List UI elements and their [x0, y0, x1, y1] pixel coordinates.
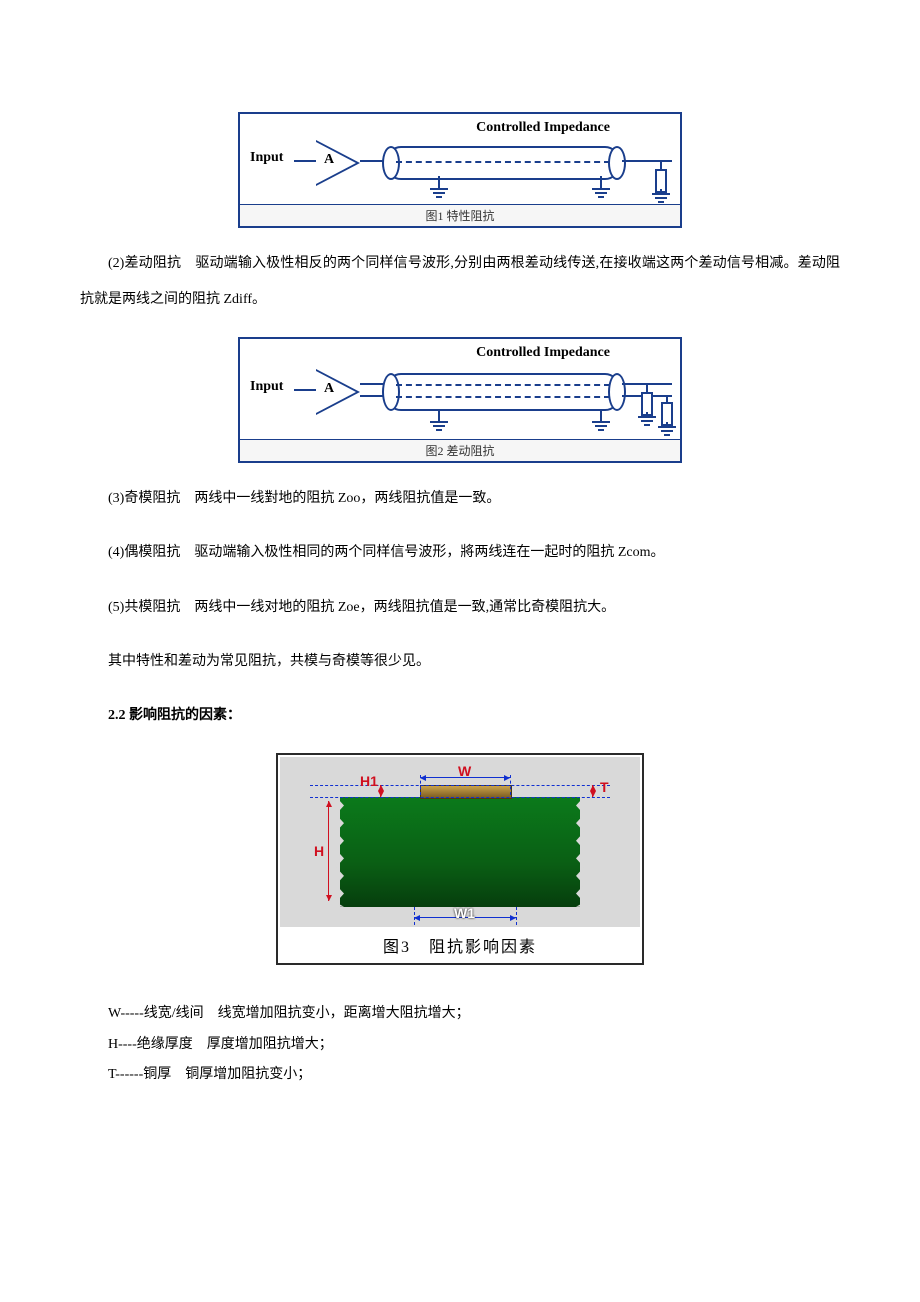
transmission-line-icon — [386, 373, 620, 411]
transmission-line-icon — [608, 373, 626, 411]
section-2-2-heading: 2.2 影响阻抗的因素： — [80, 698, 840, 734]
legend-t: T------铜厚 铜厚增加阻抗变小； — [80, 1060, 840, 1091]
wire-icon — [660, 161, 662, 169]
figure-2-frame: Controlled Impedance Input A — [238, 337, 682, 463]
figure-1-frame: Controlled Impedance Input A — [238, 112, 682, 228]
figure-1-title: Controlled Impedance — [476, 120, 610, 136]
amplifier-icon — [316, 371, 356, 413]
spacer — [80, 977, 840, 999]
figure-2: Controlled Impedance Input A — [80, 337, 840, 463]
transmission-line-icon — [396, 161, 610, 163]
figure-2-title: Controlled Impedance — [476, 345, 610, 361]
dimension-arrow-icon — [328, 801, 329, 901]
document-page: Controlled Impedance Input A — [0, 0, 920, 1302]
figure-1-amp-label: A — [324, 152, 334, 168]
figure-1: Controlled Impedance Input A — [80, 112, 840, 228]
wire-icon — [294, 160, 316, 162]
figure-3-frame: W H1 T H W1 图3 阻抗影响因素 — [276, 753, 644, 965]
dim-label-h: H — [314, 843, 324, 859]
dimension-line-icon — [510, 775, 511, 795]
paragraph-4: (4)偶模阻抗 驱动端输入极性相同的两个同样信号波形，將两线连在一起时的阻抗 Z… — [80, 535, 840, 571]
transmission-line-icon — [386, 146, 620, 180]
transmission-line-icon — [396, 396, 610, 398]
transmission-line-icon — [608, 146, 626, 180]
figure-3-caption: 图3 阻抗影响因素 — [278, 929, 642, 963]
wire-icon — [622, 160, 672, 162]
dim-label-h1: H1 — [360, 773, 378, 789]
amplifier-icon — [316, 142, 356, 184]
paragraph-5: (5)共模阻抗 两线中一线对地的阻抗 Zoe，两线阻抗值是一致,通常比奇模阻抗大… — [80, 590, 840, 626]
paragraph-2: (2)差动阻抗 驱动端输入极性相反的两个同样信号波形,分别由两根差动线传送,在接… — [80, 246, 840, 319]
figure-1-input-label: Input — [250, 150, 283, 166]
legend-h: H----绝缘厚度 厚度增加阻抗增大； — [80, 1030, 840, 1061]
wire-icon — [646, 384, 648, 392]
transmission-line-icon — [382, 146, 400, 180]
paragraph-3: (3)奇模阻抗 两线中一线對地的阻抗 Zoo，两线阻抗值是一致。 — [80, 481, 840, 517]
dim-label-w1: W1 — [454, 905, 475, 921]
dimension-line-icon — [310, 797, 610, 798]
transmission-line-icon — [396, 384, 610, 386]
figure-3-canvas: W H1 T H W1 — [280, 757, 640, 927]
figure-2-input-label: Input — [250, 379, 283, 395]
dim-label-t: T — [600, 779, 609, 795]
figure-3: W H1 T H W1 图3 阻抗影响因素 — [80, 753, 840, 965]
figure-2-caption: 图2 差动阻抗 — [240, 439, 680, 461]
dimension-line-icon — [310, 785, 610, 786]
dim-label-w: W — [458, 763, 471, 779]
dimension-arrow-icon — [592, 785, 593, 797]
paragraph-6: 其中特性和差动为常见阻抗，共模与奇模等很少见。 — [80, 644, 840, 680]
dimension-arrow-icon — [380, 785, 381, 797]
dimension-line-icon — [516, 907, 517, 925]
wire-icon — [294, 389, 316, 391]
figure-1-caption: 图1 特性阻抗 — [240, 204, 680, 226]
figure-2-amp-label: A — [324, 381, 334, 397]
figure-1-canvas: Controlled Impedance Input A — [240, 114, 680, 204]
transmission-line-icon — [382, 373, 400, 411]
pcb-substrate-icon — [340, 797, 580, 907]
figure-2-canvas: Controlled Impedance Input A — [240, 339, 680, 439]
legend-w: W-----线宽/线间 线宽增加阻抗变小，距离增大阻抗增大； — [80, 999, 840, 1030]
